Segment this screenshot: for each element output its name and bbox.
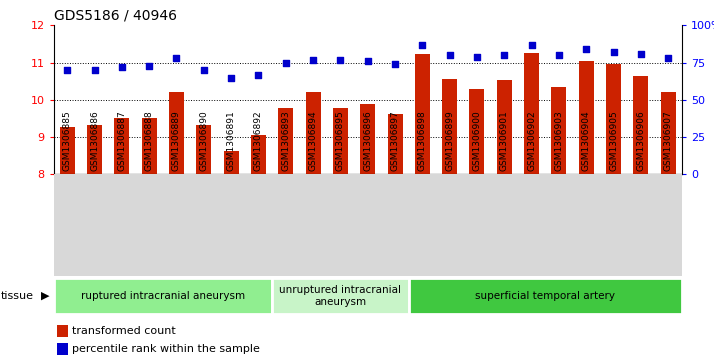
Point [553,52,565,58]
Point [608,49,619,55]
Bar [169,91,184,174]
Bar [306,91,321,174]
Point [580,46,592,52]
Bar [141,118,156,174]
Point [335,57,346,62]
Point [253,72,264,77]
Bar [633,76,648,174]
Bar [579,61,594,174]
FancyBboxPatch shape [54,278,272,314]
Point [116,64,128,70]
Point [526,42,538,48]
Bar [278,109,293,174]
Point [471,54,483,60]
Point [444,52,456,58]
Bar [660,91,675,174]
Text: unruptured intracranial
aneurysm: unruptured intracranial aneurysm [279,285,401,307]
Point [498,52,510,58]
Point [61,67,73,73]
Point [226,74,237,80]
Text: ▶: ▶ [41,291,50,301]
Text: ruptured intracranial aneurysm: ruptured intracranial aneurysm [81,291,245,301]
Bar [524,53,539,174]
Point [663,55,674,61]
Bar [60,127,75,174]
Point [635,51,647,57]
Text: superficial temporal artery: superficial temporal artery [476,291,615,301]
FancyBboxPatch shape [272,278,408,314]
Bar [551,87,566,174]
Bar [56,343,68,355]
Text: percentile rank within the sample: percentile rank within the sample [72,344,261,354]
Bar [606,65,621,174]
Point [198,67,209,73]
Bar [442,79,457,174]
Bar [87,125,102,174]
Point [171,55,182,61]
Bar [470,89,485,174]
Bar [333,109,348,174]
Point [362,58,373,64]
Bar [251,135,266,174]
Point [417,42,428,48]
Point [144,63,155,69]
Point [280,60,291,65]
Bar [56,325,68,338]
Bar [196,125,211,174]
Bar [114,118,129,174]
Bar [223,151,238,174]
Text: GDS5186 / 40946: GDS5186 / 40946 [54,9,176,23]
Point [89,67,100,73]
FancyBboxPatch shape [408,278,682,314]
Text: tissue: tissue [1,291,34,301]
Bar [415,54,430,174]
Bar [497,80,512,174]
Bar [388,114,403,174]
Point [389,61,401,67]
Bar [360,103,376,174]
Text: transformed count: transformed count [72,326,176,337]
Point [307,57,318,62]
